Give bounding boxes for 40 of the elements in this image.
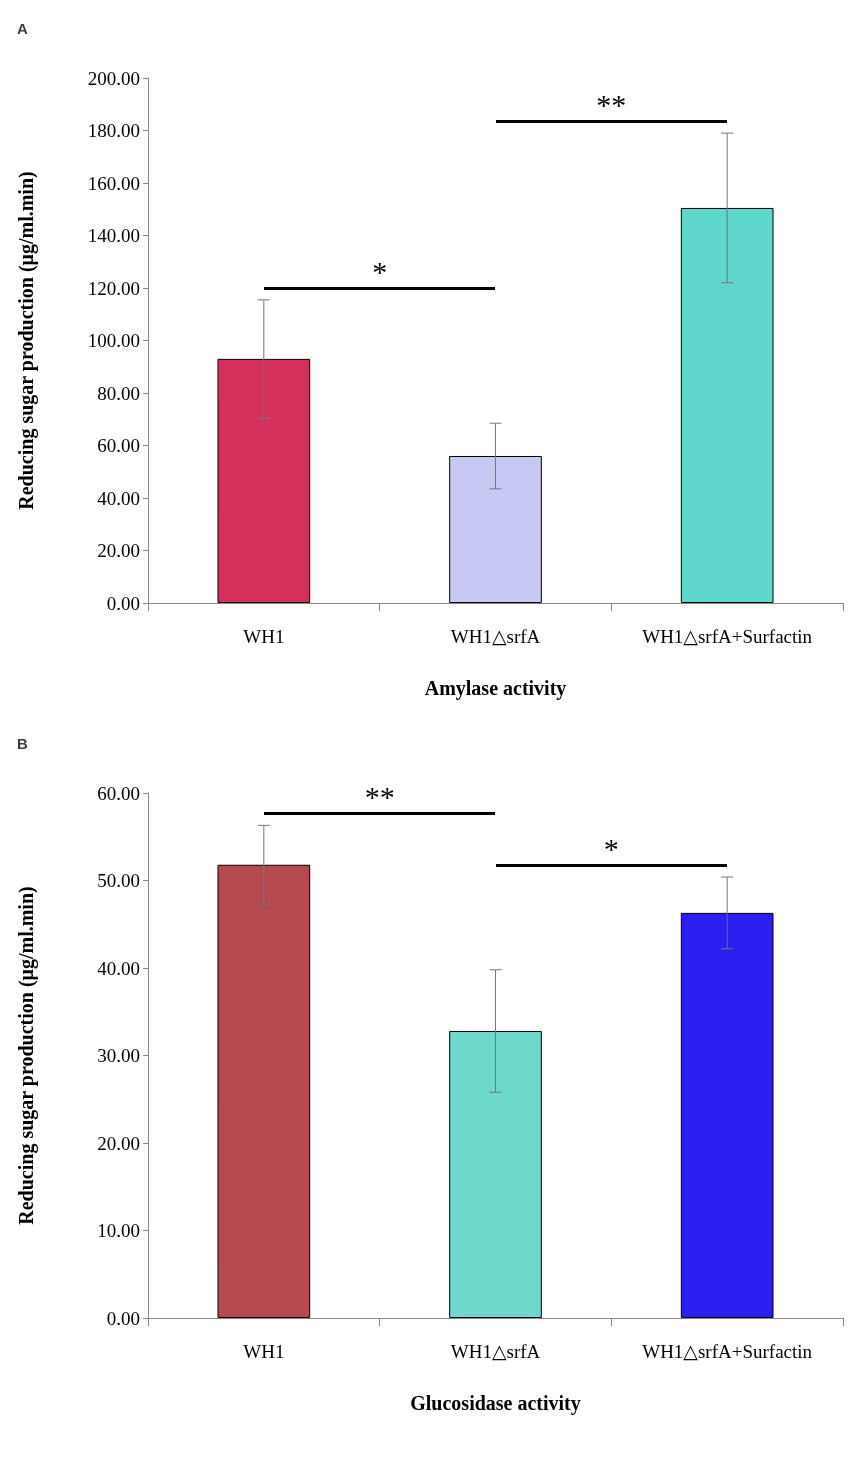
annotation: * [371, 254, 389, 288]
y-tick-label: 40.00 [97, 487, 140, 509]
y-tick-label: 60.00 [97, 435, 140, 456]
x-tick-label: WH1 [243, 626, 285, 647]
text: A [17, 20, 28, 37]
bar [449, 456, 542, 603]
x-tick-label: WH1△srfA [450, 626, 541, 647]
y-tick-label: 20.00 [97, 1132, 140, 1154]
y-tick-label: 10.00 [97, 1220, 140, 1241]
annotation: * [602, 831, 620, 865]
y-tick-label: 120.00 [87, 277, 140, 299]
y-tick-label: 20.00 [97, 540, 140, 561]
x-tick-label: WH1△srfA [450, 1341, 541, 1362]
bar [680, 207, 774, 603]
annotation: ** [595, 88, 628, 121]
x-axis-title: Glucosidase activity [410, 1392, 581, 1415]
annotation: ** [363, 780, 396, 814]
y-axis-title: Reducing sugar production (μg/ml.min) [15, 886, 38, 1225]
y-tick-label: 0.00 [106, 592, 140, 614]
x-tick-label: WH1△srfA+Surfactin [642, 1341, 813, 1362]
y-tick-label: 160.00 [87, 172, 140, 194]
y-tick-label: 60.00 [97, 782, 140, 804]
y-tick-label: 50.00 [97, 870, 140, 891]
text: B [17, 735, 28, 752]
bar [217, 864, 311, 1318]
x-tick-label: WH1△srfA+Surfactin [642, 626, 813, 647]
y-tick-label: 100.00 [87, 330, 140, 351]
y-tick-label: 40.00 [97, 957, 140, 979]
y-tick-label: 80.00 [97, 382, 140, 404]
y-tick-label: 200.00 [87, 67, 140, 89]
bar [449, 1031, 542, 1318]
y-axis-title: Reducing sugar production (μg/ml.min) [15, 171, 38, 510]
y-tick-label: 30.00 [97, 1045, 140, 1066]
y-tick-label: 140.00 [87, 225, 140, 246]
bar [680, 912, 774, 1318]
x-tick-label: WH1 [243, 1341, 285, 1362]
y-tick-label: 180.00 [87, 120, 140, 141]
x-axis-title: Amylase activity [424, 677, 567, 700]
y-tick-label: 0.00 [106, 1307, 140, 1329]
bar [217, 358, 311, 603]
